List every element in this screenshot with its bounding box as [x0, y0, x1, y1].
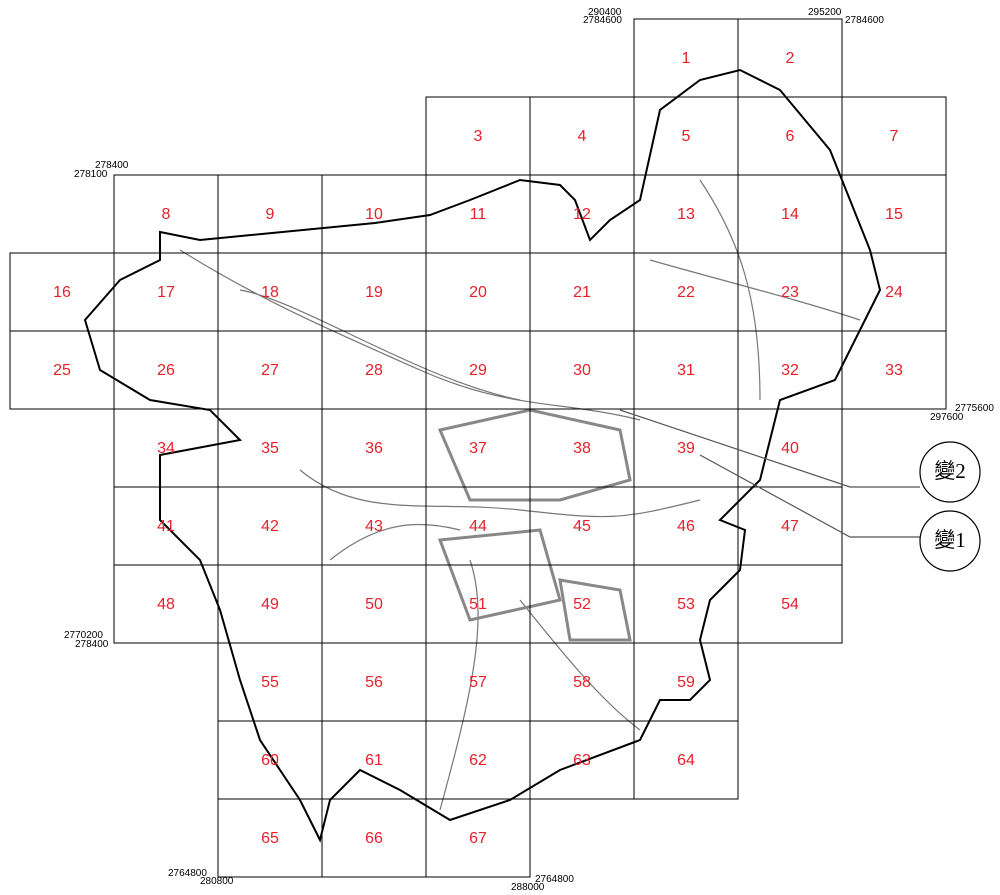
sheet-number: 47 — [781, 518, 799, 535]
sheet-number: 8 — [162, 206, 171, 223]
sheet-number: 11 — [470, 206, 487, 223]
coordinate-label: 2770200 — [64, 630, 103, 641]
sheet-number: 67 — [469, 830, 487, 847]
sheet-number: 40 — [781, 440, 799, 457]
sheet-number: 54 — [781, 596, 799, 613]
sheet-number: 44 — [469, 518, 487, 535]
coordinate-label: 2764800 — [168, 868, 207, 879]
sheet-number: 2 — [786, 50, 795, 67]
sheet-number: 52 — [573, 596, 591, 613]
callout-circle — [919, 441, 981, 503]
sheet-number: 66 — [365, 830, 383, 847]
sheet-number: 34 — [157, 440, 175, 457]
sheet-number: 35 — [261, 440, 279, 457]
sheet-number: 29 — [469, 362, 487, 379]
sheet-number: 31 — [677, 362, 695, 379]
grid-cell — [841, 330, 947, 410]
sheet-number: 27 — [261, 362, 279, 379]
coordinate-label: 290400 — [588, 7, 622, 18]
sheet-number: 19 — [365, 284, 383, 301]
sheet-number: 3 — [474, 128, 483, 145]
callout-circle — [919, 510, 981, 572]
sheet-number: 20 — [469, 284, 487, 301]
sheet-number: 61 — [365, 752, 383, 769]
coordinate-label: 288000 — [511, 882, 545, 893]
sheet-number: 36 — [365, 440, 383, 457]
sheet-number: 42 — [261, 518, 279, 535]
sheet-number: 4 — [578, 128, 587, 145]
sheet-number: 25 — [53, 362, 71, 379]
sheet-number: 26 — [157, 362, 175, 379]
sheet-number: 39 — [677, 440, 695, 457]
sheet-number: 55 — [261, 674, 279, 691]
coordinate-label: 2764800 — [535, 874, 574, 885]
sheet-number: 58 — [573, 674, 591, 691]
sheet-number: 6 — [786, 128, 795, 145]
leader-line — [619, 409, 920, 488]
sheet-number: 45 — [573, 518, 591, 535]
sheet-number: 37 — [469, 440, 487, 457]
coordinate-label: 295200 — [808, 7, 842, 18]
sheet-number: 38 — [573, 440, 591, 457]
sheet-number: 59 — [677, 674, 695, 691]
sheet-number: 23 — [781, 284, 799, 301]
sheet-number: 1 — [682, 50, 691, 67]
sheet-number: 28 — [365, 362, 383, 379]
sheet-number: 32 — [781, 362, 799, 379]
sheet-number: 13 — [677, 206, 695, 223]
sheet-number: 22 — [677, 284, 695, 301]
sheet-number: 43 — [365, 518, 383, 535]
coordinate-label: 2775600 — [955, 403, 994, 414]
sheet-number: 41 — [157, 518, 175, 535]
sheet-number: 48 — [157, 596, 175, 613]
sheet-number: 30 — [573, 362, 591, 379]
sheet-number: 56 — [365, 674, 383, 691]
sheet-number: 51 — [469, 596, 487, 613]
sheet-number: 14 — [781, 206, 799, 223]
callout-label: 變1 — [934, 528, 966, 552]
sheet-number: 60 — [261, 752, 279, 769]
roads — [179, 179, 861, 811]
sheet-number: 33 — [885, 362, 903, 379]
grid-cell — [633, 720, 739, 800]
boundary — [83, 68, 882, 843]
road-lines — [179, 179, 861, 811]
grid-cell — [737, 564, 843, 644]
leader-line — [699, 454, 920, 538]
coordinate-label: 2784600 — [583, 15, 622, 26]
coordinate-label: 297600 — [930, 412, 964, 423]
sheet-number: 63 — [573, 752, 591, 769]
sheet-number: 46 — [677, 518, 695, 535]
coordinate-label: 2784600 — [845, 15, 884, 26]
sheet-number: 16 — [53, 284, 71, 301]
sheet-number: 65 — [261, 830, 279, 847]
callout-leaders — [619, 409, 920, 538]
coordinate-label: 278100 — [74, 169, 108, 180]
sheet-number: 17 — [157, 284, 175, 301]
callout-label: 變2 — [934, 459, 966, 483]
sheet-number: 5 — [682, 128, 691, 145]
sheet-number: 24 — [885, 284, 903, 301]
sheet-number: 57 — [469, 674, 487, 691]
sheet-number: 12 — [573, 206, 591, 223]
sheet-number: 9 — [266, 206, 275, 223]
sheet-number: 53 — [677, 596, 695, 613]
sheet-number: 64 — [677, 752, 695, 769]
callouts: 變2 變1 — [919, 441, 981, 572]
sheet-number: 7 — [890, 128, 899, 145]
sheet-number: 62 — [469, 752, 487, 769]
sheet-number: 50 — [365, 596, 383, 613]
coordinate-label: 278400 — [75, 639, 109, 650]
grid-cell — [425, 798, 531, 878]
sheet-number: 10 — [365, 206, 383, 223]
sheet-number: 18 — [261, 284, 279, 301]
coordinate-label: 278400 — [95, 160, 129, 171]
sheet-number: 15 — [885, 206, 903, 223]
coordinate-labels: 2904002784600295200278460027840027810027… — [64, 7, 994, 893]
sheet-number: 21 — [573, 284, 591, 301]
coordinate-label: 280800 — [200, 876, 234, 887]
sheet-number: 49 — [261, 596, 279, 613]
